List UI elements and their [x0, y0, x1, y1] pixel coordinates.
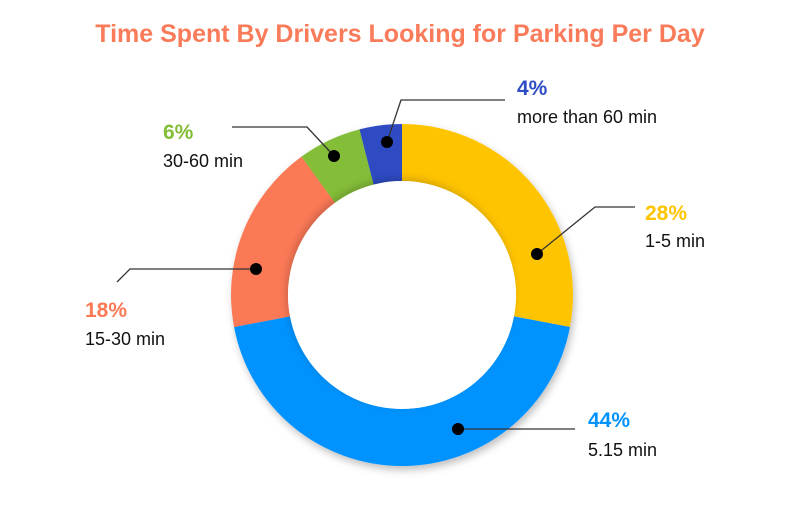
data-label-percent: 28% — [645, 202, 687, 225]
chart-title: Time Spent By Drivers Looking for Parkin… — [95, 20, 705, 48]
leader-dot — [452, 423, 464, 435]
leader-line — [386, 99, 505, 143]
slice-1-5-min — [402, 124, 574, 328]
data-label-category: more than 60 min — [517, 107, 657, 127]
data-label-category: 15-30 min — [85, 329, 165, 349]
leader-dot — [531, 248, 543, 260]
slice-30-60-min — [301, 129, 374, 203]
data-label-category: 30-60 min — [163, 151, 243, 171]
data-label-percent: 4% — [517, 77, 548, 100]
data-label-category: 1-5 min — [645, 231, 705, 251]
slice-15-30-min — [230, 156, 335, 328]
data-label-percent: 44% — [588, 409, 630, 432]
leader-dot — [328, 150, 340, 162]
leader-line — [232, 126, 335, 157]
data-label-percent: 6% — [163, 121, 194, 144]
data-label-percent: 18% — [85, 299, 127, 322]
leader-dot — [250, 263, 262, 275]
leader-line — [536, 206, 635, 255]
leader-line — [116, 268, 256, 283]
donut-hole — [288, 181, 516, 409]
data-label-category: 5.15 min — [588, 440, 657, 460]
leader-dot — [381, 136, 393, 148]
